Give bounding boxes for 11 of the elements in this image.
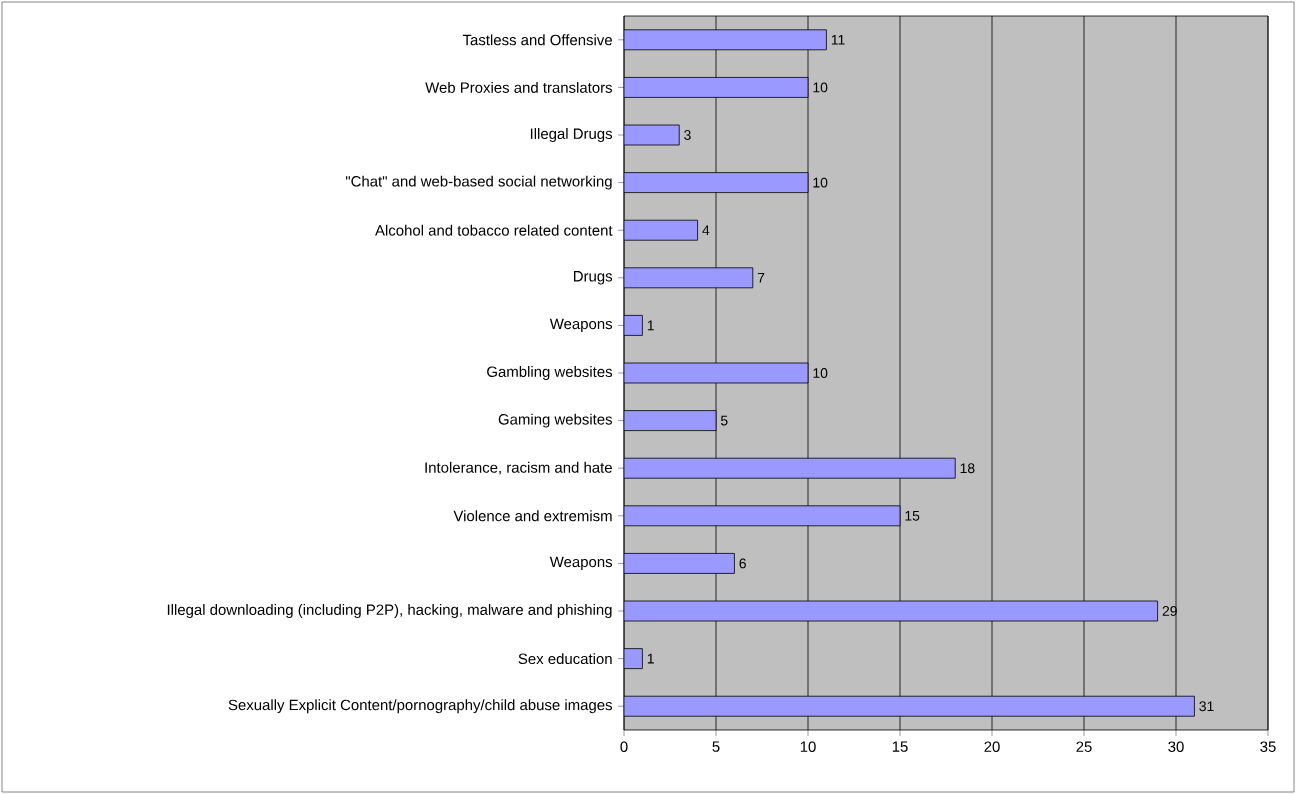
bar	[624, 695, 1195, 717]
bar	[624, 77, 809, 98]
bar	[624, 600, 1159, 622]
bar	[624, 219, 698, 241]
bar	[624, 553, 735, 574]
bar	[624, 29, 827, 51]
bar	[624, 410, 717, 432]
bar	[624, 505, 901, 527]
bar	[624, 172, 809, 193]
bar	[624, 457, 956, 479]
bar	[624, 267, 754, 289]
